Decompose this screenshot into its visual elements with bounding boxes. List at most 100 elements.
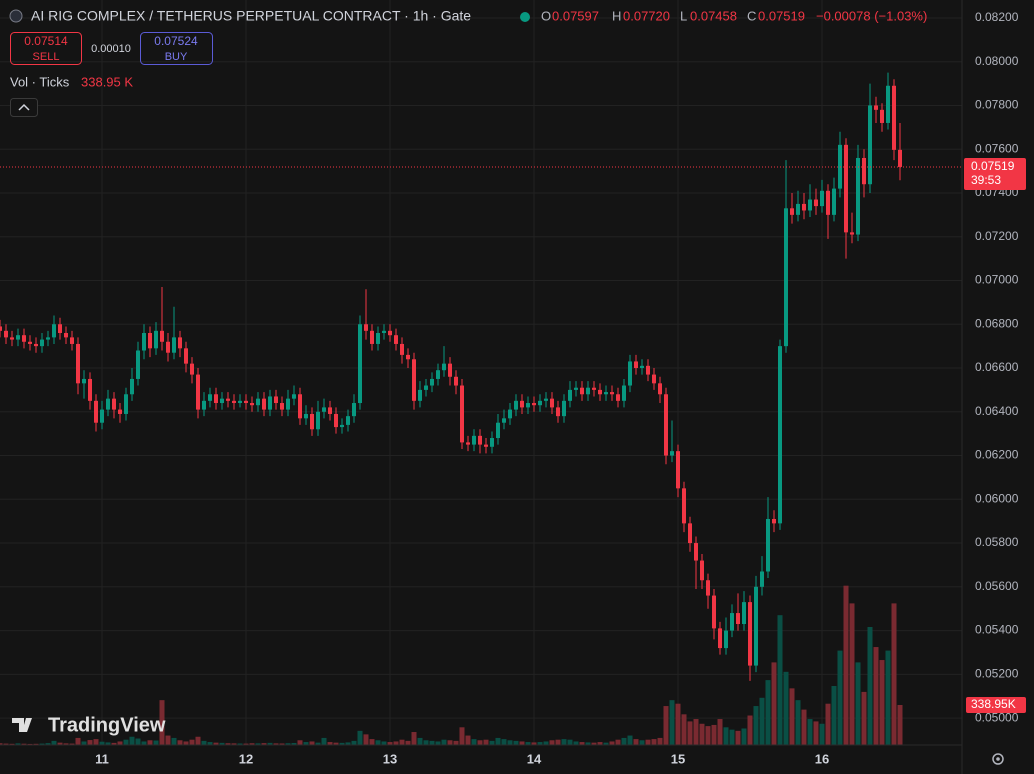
legend-value: 0.07519 bbox=[758, 8, 805, 23]
volume-bar bbox=[711, 724, 717, 745]
volume-bar bbox=[45, 743, 51, 745]
candle-body bbox=[64, 333, 68, 338]
legend-key: L bbox=[680, 8, 687, 23]
candle-body bbox=[286, 398, 290, 410]
candle-body bbox=[58, 324, 62, 334]
volume-bar bbox=[795, 700, 801, 745]
candle-body bbox=[850, 232, 854, 235]
volume-bar bbox=[129, 736, 135, 745]
volume-bar bbox=[111, 742, 117, 745]
candle-body bbox=[610, 392, 614, 395]
candle-body bbox=[184, 348, 188, 364]
volume-bar bbox=[813, 721, 819, 745]
collapse-button[interactable] bbox=[10, 98, 38, 117]
candle-body bbox=[886, 85, 890, 123]
volume-bar bbox=[285, 743, 291, 745]
sell-button[interactable] bbox=[10, 32, 82, 65]
candle-body bbox=[880, 109, 884, 123]
volume-bar bbox=[849, 603, 855, 745]
candle-body bbox=[676, 451, 680, 489]
volume-bar bbox=[837, 650, 843, 745]
volume-bar bbox=[183, 741, 189, 745]
candle-body bbox=[892, 85, 896, 150]
buy-button[interactable] bbox=[140, 32, 213, 65]
candle-body bbox=[112, 398, 116, 410]
volume-bar bbox=[273, 743, 279, 745]
volume-bar bbox=[63, 743, 69, 745]
candle-body bbox=[274, 396, 278, 404]
symbol-title[interactable]: AI RIG COMPLEX / TETHERUS PERPETUAL CONT… bbox=[31, 8, 471, 24]
candle-body bbox=[574, 387, 578, 390]
candle-body bbox=[118, 409, 122, 414]
y-tick-label: 0.08200 bbox=[975, 10, 1019, 24]
volume-bar bbox=[0, 743, 3, 745]
candle-body bbox=[178, 337, 182, 349]
y-tick-label: 0.05600 bbox=[975, 579, 1019, 593]
x-tick-label: 16 bbox=[815, 751, 829, 766]
volume-bar bbox=[633, 739, 639, 745]
volume-bar bbox=[495, 737, 501, 745]
volume-title: Vol · Ticks bbox=[10, 74, 70, 89]
candle-body bbox=[382, 330, 386, 334]
volume-bar bbox=[297, 740, 303, 745]
candle-body bbox=[298, 394, 302, 419]
volume-bar bbox=[471, 739, 477, 745]
volume-bar bbox=[843, 585, 849, 745]
candle-body bbox=[808, 199, 812, 211]
volume-bar bbox=[279, 743, 285, 745]
y-tick-label: 0.06800 bbox=[975, 316, 1019, 330]
volume-bar bbox=[441, 739, 447, 745]
legend-key: O bbox=[541, 8, 551, 23]
candle-body bbox=[328, 407, 332, 414]
candle-body bbox=[46, 337, 50, 340]
candle-body bbox=[658, 383, 662, 395]
candle-body bbox=[622, 385, 626, 401]
x-tick-label: 13 bbox=[383, 751, 397, 766]
candle-body bbox=[730, 613, 734, 631]
candle-body bbox=[556, 407, 560, 417]
volume-bar bbox=[609, 741, 615, 745]
candle-body bbox=[346, 416, 350, 425]
candle-body bbox=[70, 337, 74, 344]
candle-body bbox=[544, 398, 548, 401]
candle-body bbox=[580, 387, 584, 395]
candle-body bbox=[826, 190, 830, 215]
volume-bar bbox=[93, 739, 99, 745]
x-tick-label: 12 bbox=[239, 751, 253, 766]
volume-bar bbox=[255, 743, 261, 745]
candle-body bbox=[466, 442, 470, 445]
candle-body bbox=[568, 389, 572, 401]
candle-body bbox=[550, 398, 554, 408]
volume-bar bbox=[519, 741, 525, 745]
volume-bar bbox=[789, 688, 795, 745]
candle-body bbox=[472, 435, 476, 445]
volume-bar bbox=[333, 742, 339, 745]
y-tick-label: 0.06000 bbox=[975, 491, 1019, 505]
candle-body bbox=[586, 387, 590, 395]
volume-pane bbox=[0, 585, 903, 745]
candle-body bbox=[400, 343, 404, 355]
volume-bar bbox=[639, 740, 645, 745]
candle-body bbox=[40, 339, 44, 347]
volume-bar bbox=[453, 740, 459, 745]
candle-body bbox=[832, 188, 836, 215]
volume-bar bbox=[243, 743, 249, 745]
volume-bar bbox=[69, 743, 75, 745]
volume-bar bbox=[189, 739, 195, 745]
settings-icon[interactable] bbox=[992, 753, 1004, 765]
volume-bar bbox=[435, 741, 441, 745]
candle-body bbox=[238, 400, 242, 404]
volume-bar bbox=[429, 740, 435, 745]
volume-bar bbox=[489, 740, 495, 745]
volume-bar bbox=[237, 743, 243, 745]
candle-body bbox=[424, 385, 428, 390]
volume-bar bbox=[267, 742, 273, 745]
volume-bar bbox=[105, 742, 111, 745]
candle-body bbox=[4, 330, 8, 338]
volume-bar bbox=[123, 739, 129, 745]
volume-bar bbox=[3, 743, 9, 745]
volume-bar bbox=[81, 741, 87, 745]
volume-bar bbox=[873, 647, 879, 745]
